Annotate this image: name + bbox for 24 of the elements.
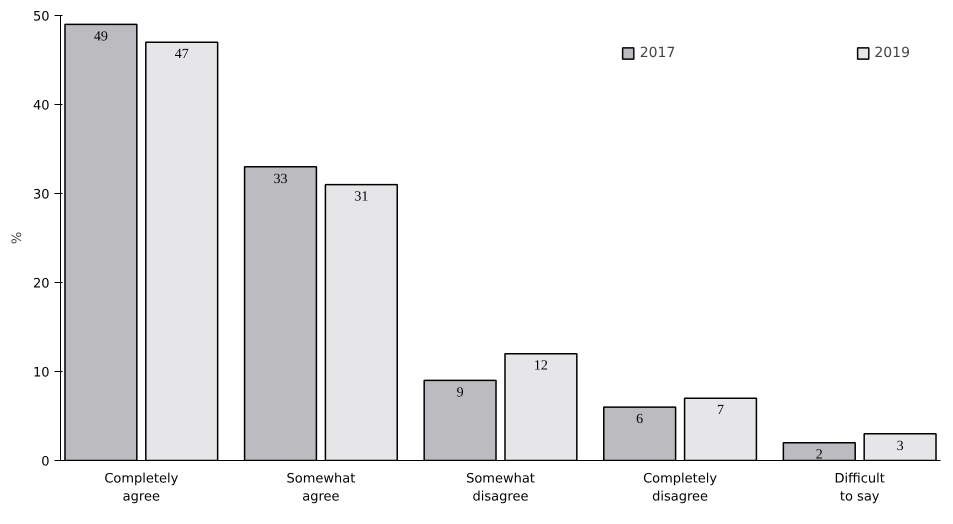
legend-label: 2017	[640, 45, 676, 61]
data-label: 31	[354, 190, 368, 205]
x-tick-label: Completely disagree	[643, 472, 718, 504]
y-axis-title: %	[10, 232, 25, 244]
y-tick-label: 10	[32, 366, 50, 380]
data-label: 33	[274, 172, 288, 187]
data-label: 49	[94, 29, 108, 44]
x-tick-label: Somewhat disagree	[466, 472, 535, 504]
data-label: 7	[717, 403, 724, 418]
x-tick-label: Difficult to say	[834, 472, 885, 504]
data-label: 47	[174, 47, 189, 62]
legend-label: 2019	[874, 45, 910, 61]
data-label: 12	[534, 358, 548, 374]
x-tick-label: Somewhat agree	[286, 472, 356, 504]
y-tick-label: 20	[32, 276, 50, 292]
y-tick-label: 40	[32, 98, 50, 114]
x-tick-label: Completely agree	[104, 472, 179, 504]
y-tick-label: 50	[32, 10, 50, 24]
data-label: 2	[816, 448, 823, 463]
data-label: 9	[456, 385, 464, 400]
data-label: 6	[636, 412, 644, 428]
y-tick-label: 30	[32, 188, 50, 202]
y-tick-label: 0	[41, 454, 50, 470]
data-label: 3	[896, 438, 904, 454]
